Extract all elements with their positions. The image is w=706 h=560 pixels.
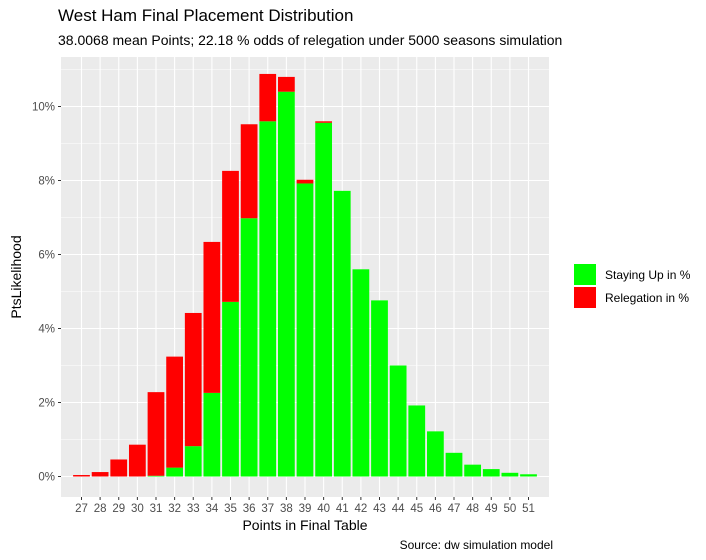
y-tick-label: 2% — [38, 398, 55, 410]
x-tick-label: 47 — [448, 503, 461, 515]
bar-staying-up-36 — [240, 218, 258, 477]
bar-staying-up-42 — [352, 269, 370, 477]
x-tick-label: 48 — [466, 503, 479, 515]
bar-staying-up-47 — [445, 452, 463, 477]
bar-relegation-33 — [184, 312, 202, 447]
bar-relegation-27 — [73, 475, 90, 477]
x-axis-title: Points in Final Table — [242, 517, 367, 533]
x-tick-label: 36 — [243, 503, 256, 515]
x-tick-label: 46 — [429, 503, 442, 515]
bar-staying-up-34 — [203, 392, 221, 477]
bar-relegation-35 — [222, 170, 239, 302]
bar-staying-up-31 — [147, 475, 165, 477]
x-tick-label: 38 — [280, 503, 293, 515]
x-tick-label: 51 — [522, 503, 535, 515]
y-axis: 0% 2% 4% 6% 8% 10% — [32, 102, 61, 484]
x-tick-label: 34 — [205, 503, 218, 515]
x-tick-label: 37 — [261, 503, 274, 515]
bar-relegation-32 — [166, 356, 183, 468]
x-tick-label: 44 — [392, 503, 405, 515]
legend-label-relegation: Relegation in % — [605, 291, 689, 305]
bar-staying-up-49 — [482, 469, 500, 477]
bar-relegation-40 — [315, 121, 333, 123]
x-tick-label: 35 — [224, 503, 237, 515]
bars — [73, 73, 537, 477]
x-tick-label: 49 — [485, 503, 498, 515]
legend-label-staying-up: Staying Up in % — [605, 268, 691, 282]
x-tick-label: 50 — [503, 503, 516, 515]
x-tick-label: 28 — [94, 503, 107, 515]
bar-staying-up-35 — [222, 301, 239, 477]
x-tick-label: 43 — [373, 503, 386, 515]
bar-staying-up-37 — [259, 121, 277, 477]
bar-relegation-34 — [203, 241, 221, 393]
x-tick-label: 41 — [336, 503, 349, 515]
bar-staying-up-39 — [296, 183, 314, 477]
chart-caption: Source: dw simulation model — [399, 538, 553, 552]
bar-staying-up-44 — [389, 365, 407, 477]
bar-relegation-29 — [110, 459, 128, 477]
bar-staying-up-43 — [371, 300, 388, 477]
legend-swatch-relegation — [574, 287, 596, 308]
bar-relegation-38 — [277, 76, 295, 92]
x-tick-label: 42 — [354, 503, 367, 515]
x-tick-label: 40 — [317, 503, 330, 515]
bar-staying-up-40 — [315, 122, 333, 477]
y-tick-label: 8% — [38, 176, 55, 188]
bar-relegation-30 — [128, 444, 146, 477]
y-axis-title: PtsLikelihood — [8, 235, 24, 318]
bar-relegation-36 — [240, 124, 258, 219]
y-tick-label: 10% — [32, 102, 55, 114]
chart-subtitle: 38.0068 mean Points; 22.18 % odds of rel… — [58, 32, 563, 48]
x-tick-label: 39 — [299, 503, 312, 515]
x-tick-label: 31 — [150, 503, 163, 515]
bar-relegation-37 — [259, 73, 277, 122]
y-tick-label: 6% — [38, 250, 55, 262]
x-tick-label: 29 — [112, 503, 125, 515]
bar-staying-up-51 — [520, 474, 537, 477]
x-tick-label: 33 — [187, 503, 200, 515]
x-tick-label: 27 — [75, 503, 88, 515]
bar-relegation-31 — [147, 392, 165, 476]
legend: Staying Up in % Relegation in % — [574, 264, 691, 308]
x-tick-label: 32 — [168, 503, 181, 515]
bar-staying-up-46 — [427, 431, 444, 477]
y-tick-label: 0% — [38, 472, 55, 484]
x-tick-label: 45 — [410, 503, 423, 515]
x-tick-label: 30 — [131, 503, 144, 515]
x-axis: 27 28 29 30 31 32 33 34 35 36 37 38 39 40 41 42 43 44 45 46… — [75, 497, 535, 515]
bar-staying-up-33 — [184, 446, 202, 477]
bar-staying-up-38 — [277, 91, 295, 477]
bar-relegation-39 — [296, 179, 314, 184]
legend-swatch-staying-up — [574, 264, 596, 285]
bar-staying-up-41 — [333, 190, 351, 477]
y-tick-label: 4% — [38, 324, 55, 336]
bar-staying-up-45 — [408, 405, 426, 477]
chart-title: West Ham Final Placement Distribution — [58, 6, 354, 25]
bar-relegation-28 — [91, 472, 109, 477]
bar-staying-up-32 — [166, 467, 183, 477]
bar-staying-up-48 — [464, 464, 482, 477]
bar-staying-up-50 — [501, 472, 519, 477]
